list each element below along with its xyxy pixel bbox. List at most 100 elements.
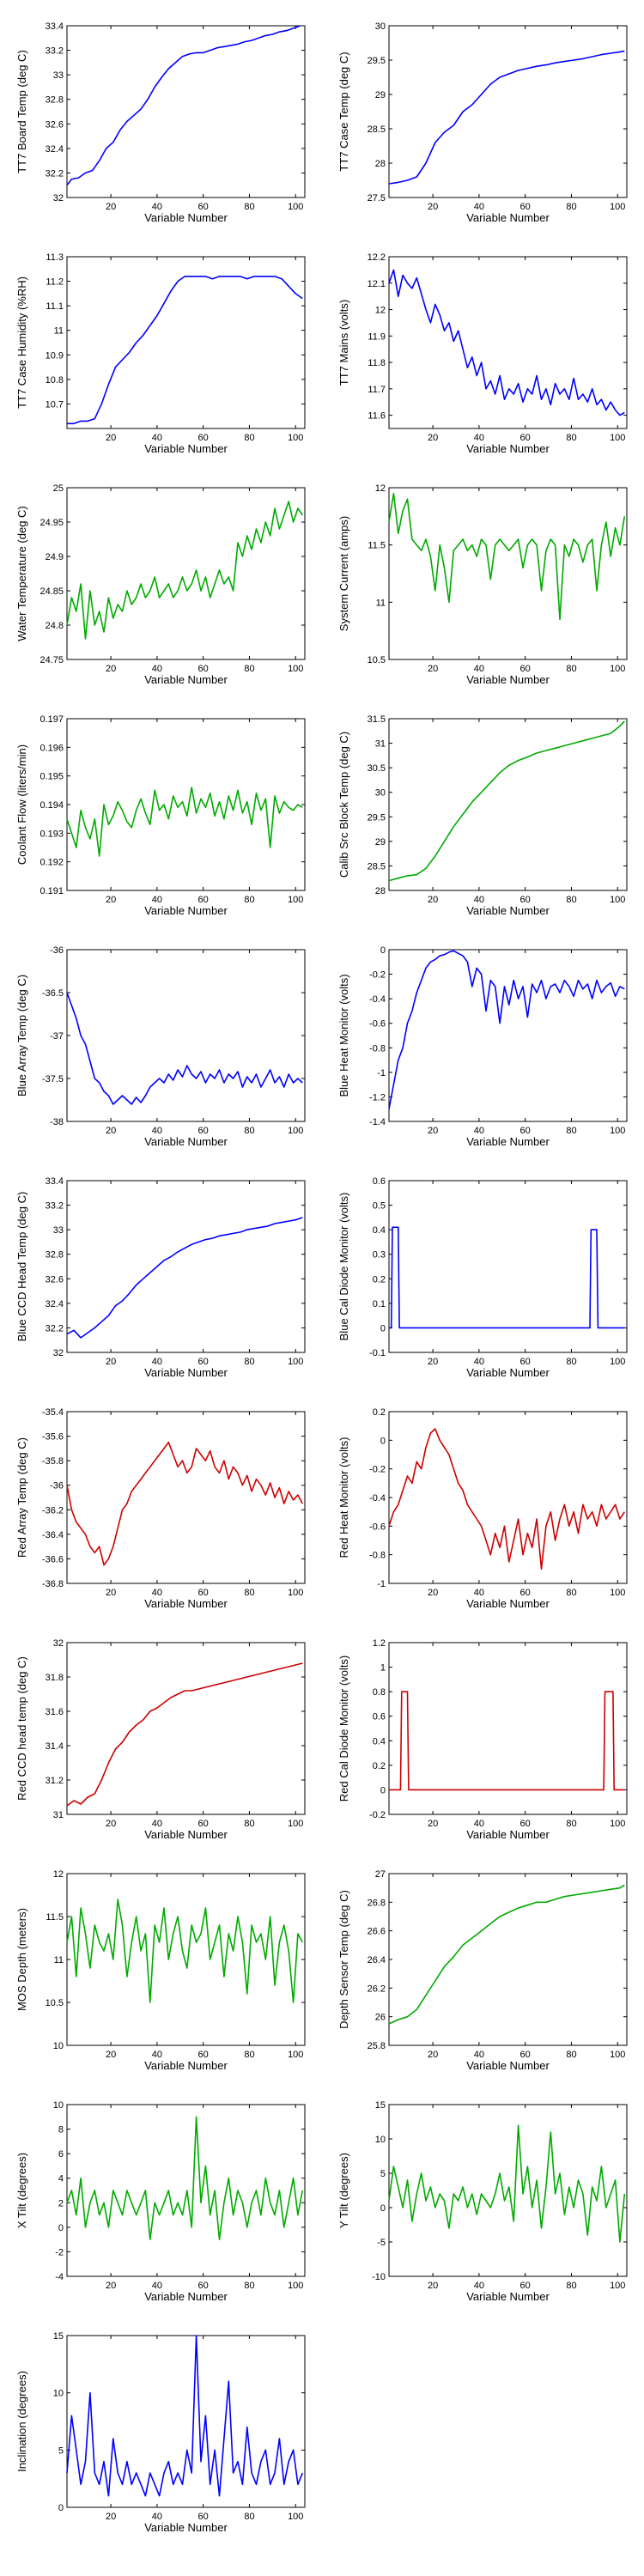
x-tick-label: 40: [152, 2281, 162, 2291]
y-axis-label: X Tilt (degrees): [15, 2153, 28, 2228]
x-axis-label: Variable Number: [144, 904, 228, 917]
x-tick-label: 80: [244, 2281, 254, 2291]
chart-panel: 0.191 0.192 0.193 0.194 0.195 0.196 0.197 20 40 6…: [0, 693, 322, 924]
x-tick-label: 60: [198, 664, 209, 674]
chart-panel: -10 -5 0 5 10 15 20 40 60 80 100 Variable Number Y T…: [322, 2079, 644, 2310]
y-tick-label: -36: [50, 1481, 64, 1492]
chart-svg: 31 31.2 31.4 31.6 31.8 32 20 40 60 80 100 Variable …: [15, 1638, 306, 1841]
x-axis-label: Variable Number: [144, 211, 228, 224]
plot-frame: [388, 1873, 628, 2046]
x-tick-label: 20: [428, 664, 438, 674]
y-tick-label: 0.4: [373, 1736, 386, 1747]
y-tick-label: 0: [58, 2503, 64, 2513]
y-tick-label: 0.194: [39, 800, 64, 811]
y-tick-label: 1: [380, 1663, 386, 1674]
chart-panel: 0 5 10 15 20 40 60 80 100 Variable Number Inclinat…: [0, 2310, 322, 2541]
y-tick-label: 0.8: [373, 1687, 386, 1698]
series-line: [388, 2124, 626, 2243]
y-tick-label: 29: [375, 90, 386, 100]
x-tick-label: 100: [610, 2050, 625, 2060]
x-tick-label: 40: [474, 433, 484, 443]
x-tick-label: 60: [520, 2281, 531, 2291]
y-tick-label: 32.6: [46, 1274, 64, 1285]
plot-frame: [388, 256, 628, 429]
y-tick-label: 0: [380, 1436, 386, 1446]
y-tick-label: -0.6: [369, 1019, 386, 1030]
y-tick-label: 10: [375, 2135, 386, 2145]
chart-panel: 27.5 28 28.5 29 29.5 30 20 40 60 80 100 Variable Nu…: [322, 0, 644, 231]
y-tick-label: -36: [50, 945, 64, 956]
x-tick-label: 20: [428, 202, 438, 212]
x-tick-label: 40: [474, 2281, 484, 2291]
y-tick-label: -36.5: [42, 988, 64, 999]
chart-panel: -38 -37.5 -37 -36.5 -36 20 40 60 80 100 Variable N…: [0, 924, 322, 1155]
y-tick-label: 31.6: [46, 1707, 64, 1717]
y-axis-label: Water Temperature (deg C): [15, 506, 28, 641]
y-tick-label: 32.2: [46, 1323, 64, 1334]
y-tick-label: 10.5: [368, 655, 386, 665]
plot-frame: [388, 25, 628, 198]
x-tick-label: 60: [198, 2512, 209, 2522]
x-axis-label: Variable Number: [144, 2059, 228, 2072]
plot-frame: [66, 256, 306, 429]
x-tick-label: 20: [106, 2281, 116, 2291]
y-axis-label: Red Cal Diode Monitor (volts): [337, 1656, 350, 1802]
y-axis-label: Blue Heat Monitor (volts): [337, 974, 350, 1097]
series-line: [388, 720, 625, 882]
y-tick-label: -5: [377, 2238, 386, 2248]
x-axis-label: Variable Number: [466, 1828, 550, 1841]
y-tick-label: 26.4: [368, 1955, 386, 1965]
series-line: [66, 1217, 303, 1339]
x-tick-label: 60: [198, 1126, 209, 1136]
y-tick-label: -36.4: [42, 1530, 64, 1540]
y-axis-label: Calib Src Block Temp (deg C): [337, 732, 350, 878]
x-tick-label: 20: [106, 1819, 116, 1829]
x-tick-label: 80: [244, 433, 254, 443]
x-tick-label: 40: [152, 1588, 162, 1598]
x-tick-label: 60: [198, 1357, 209, 1367]
y-tick-label: 32.8: [46, 95, 64, 106]
y-tick-label: 0.195: [39, 772, 64, 782]
plot-frame: [66, 1411, 306, 1584]
plot-frame: [388, 1180, 628, 1353]
series-line: [66, 1662, 303, 1807]
y-tick-label: 10: [53, 2389, 64, 2399]
x-tick-label: 20: [428, 1357, 438, 1367]
x-tick-label: 20: [106, 2512, 116, 2522]
y-tick-label: 24.9: [46, 552, 64, 562]
x-tick-label: 60: [520, 433, 531, 443]
x-tick-label: 20: [106, 1126, 116, 1136]
y-tick-label: 10.9: [46, 350, 64, 361]
y-tick-label: 32.8: [46, 1250, 64, 1261]
y-tick-label: -37: [50, 1031, 64, 1042]
y-tick-label: 10: [53, 2100, 64, 2111]
x-tick-label: 20: [428, 2050, 438, 2060]
chart-svg: -0.1 0 0.1 0.2 0.3 0.4 0.5 0.6 20 40 60 80 100 Variab…: [337, 1176, 628, 1379]
x-tick-label: 80: [244, 895, 254, 905]
y-tick-label: -0.8: [369, 1551, 386, 1561]
plot-frame: [388, 949, 628, 1122]
chart-svg: 0 5 10 15 20 40 60 80 100 Variable Number Inclinat…: [15, 2331, 306, 2534]
x-tick-label: 100: [288, 202, 303, 212]
y-tick-label: 11.3: [46, 252, 64, 263]
series-line: [66, 1441, 304, 1566]
chart-panel: 28 28.5 29 29.5 30 30.5 31 31.5 20 40 60 80 100 Varia…: [322, 693, 644, 924]
y-tick-label: 29.5: [368, 56, 386, 66]
y-tick-label: -0.2: [369, 1465, 386, 1475]
x-tick-label: 40: [474, 1588, 484, 1598]
chart-svg: 10 10.5 11 11.5 12 20 40 60 80 100 Variable Number…: [15, 1869, 306, 2072]
y-tick-label: 32.2: [46, 168, 64, 179]
x-tick-label: 100: [288, 664, 303, 674]
y-tick-label: 0.2: [373, 1761, 386, 1771]
y-tick-label: 32: [53, 1638, 64, 1649]
y-tick-label: 28: [375, 159, 386, 169]
plot-frame: [66, 1642, 306, 1815]
x-tick-label: 40: [152, 664, 162, 674]
chart-panel: -1.4 -1.2 -1 -0.8 -0.6 -0.4 -0.2 0 20 40 60 80 100 Va…: [322, 924, 644, 1155]
y-tick-label: 29: [375, 837, 386, 848]
y-axis-label: Coolant Flow (liters/min): [15, 744, 28, 865]
y-tick-label: 24.8: [46, 621, 64, 631]
y-axis-label: Blue CCD Head Temp (deg C): [15, 1192, 28, 1342]
x-axis-label: Variable Number: [144, 2290, 228, 2303]
x-axis-label: Variable Number: [144, 1366, 228, 1379]
